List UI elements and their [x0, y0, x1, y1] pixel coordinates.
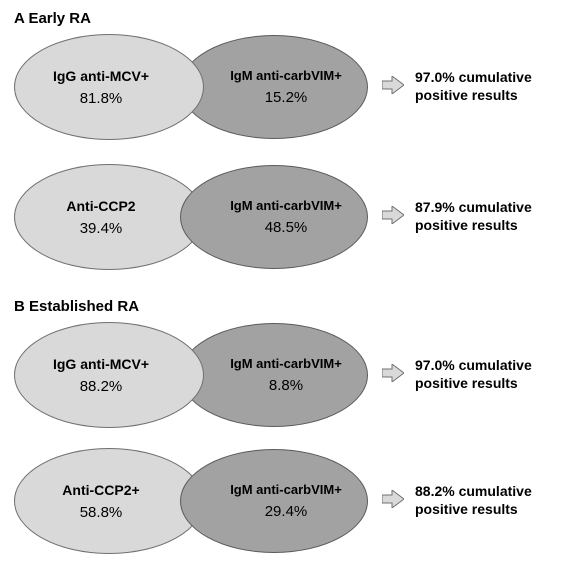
arrow-icon — [382, 490, 404, 508]
right-ellipse-value: 15.2% — [265, 89, 308, 106]
right-ellipse: IgM anti-carbVIM+ 15.2% — [180, 35, 368, 139]
result-line1: 97.0% cumulative — [415, 68, 560, 86]
right-ellipse-value: 29.4% — [265, 503, 308, 520]
right-ellipse-value: 8.8% — [269, 377, 303, 394]
result-line2: positive results — [415, 374, 560, 392]
right-ellipse-label: IgM anti-carbVIM+ — [230, 482, 342, 497]
right-ellipse: IgM anti-carbVIM+ 8.8% — [180, 323, 368, 427]
result-line2: positive results — [415, 500, 560, 518]
left-ellipse: IgG anti-MCV+ 81.8% — [14, 34, 204, 140]
right-ellipse-label: IgM anti-carbVIM+ — [230, 68, 342, 83]
cumulative-result: 97.0% cumulativepositive results — [415, 68, 560, 104]
right-ellipse: IgM anti-carbVIM+ 29.4% — [180, 449, 368, 553]
right-ellipse-label: IgM anti-carbVIM+ — [230, 356, 342, 371]
cumulative-result: 97.0% cumulativepositive results — [415, 356, 560, 392]
result-line2: positive results — [415, 216, 560, 234]
left-ellipse-label: IgG anti-MCV+ — [53, 356, 149, 372]
right-ellipse-label: IgM anti-carbVIM+ — [230, 198, 342, 213]
result-line1: 88.2% cumulative — [415, 482, 560, 500]
left-ellipse: Anti-CCP2 39.4% — [14, 164, 204, 270]
left-ellipse-value: 58.8% — [80, 504, 123, 521]
left-ellipse: IgG anti-MCV+ 88.2% — [14, 322, 204, 428]
right-ellipse-value: 48.5% — [265, 219, 308, 236]
right-ellipse: IgM anti-carbVIM+ 48.5% — [180, 165, 368, 269]
result-line1: 87.9% cumulative — [415, 198, 560, 216]
left-ellipse-value: 88.2% — [80, 378, 123, 395]
cumulative-result: 88.2% cumulativepositive results — [415, 482, 560, 518]
section-b-title: B Established RA — [14, 298, 139, 315]
arrow-icon — [382, 206, 404, 224]
left-ellipse-label: Anti-CCP2+ — [62, 482, 139, 498]
left-ellipse: Anti-CCP2+ 58.8% — [14, 448, 204, 554]
arrow-icon — [382, 364, 404, 382]
arrow-icon — [382, 76, 404, 94]
left-ellipse-label: Anti-CCP2 — [66, 198, 135, 214]
left-ellipse-value: 39.4% — [80, 220, 123, 237]
section-a-title: A Early RA — [14, 10, 91, 27]
cumulative-result: 87.9% cumulativepositive results — [415, 198, 560, 234]
left-ellipse-value: 81.8% — [80, 90, 123, 107]
result-line2: positive results — [415, 86, 560, 104]
result-line1: 97.0% cumulative — [415, 356, 560, 374]
left-ellipse-label: IgG anti-MCV+ — [53, 68, 149, 84]
